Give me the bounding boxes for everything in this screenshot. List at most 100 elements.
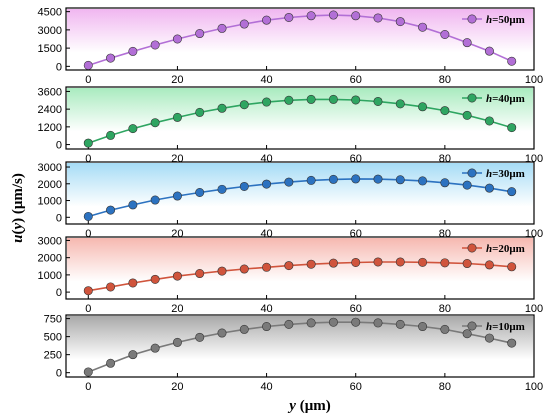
- x-tick-label: 100: [525, 74, 543, 86]
- y-tick-label: 500: [44, 332, 62, 344]
- y-tick-label: 1500: [38, 43, 62, 55]
- data-point: [262, 97, 272, 107]
- data-point: [195, 269, 205, 279]
- data-point: [106, 358, 116, 368]
- data-point: [373, 257, 383, 267]
- x-tick-label: 0: [85, 74, 91, 86]
- data-point: [172, 337, 182, 347]
- legend-marker: [467, 93, 477, 103]
- x-tick-label: 0: [85, 153, 91, 165]
- y-tick-label: 1200: [38, 122, 62, 134]
- data-point: [150, 40, 160, 50]
- data-point: [306, 318, 316, 328]
- data-point: [462, 259, 472, 269]
- x-tick-label: 60: [350, 303, 362, 315]
- data-point: [462, 180, 472, 190]
- data-point: [217, 328, 227, 338]
- x-tick-label: 0: [85, 228, 91, 240]
- data-point: [239, 19, 249, 29]
- data-point: [306, 94, 316, 104]
- data-point: [418, 102, 428, 112]
- data-point: [440, 258, 450, 268]
- data-point: [395, 175, 405, 185]
- data-point: [507, 56, 517, 66]
- x-tick-label: 20: [171, 74, 183, 86]
- y-tick-label: 3600: [38, 86, 62, 98]
- x-tick-label: 100: [525, 381, 543, 393]
- data-point: [328, 94, 338, 104]
- data-point: [395, 257, 405, 267]
- legend-marker: [467, 321, 477, 331]
- data-point: [83, 286, 93, 296]
- data-point: [150, 118, 160, 128]
- data-point: [373, 96, 383, 106]
- y-tick-label: 2400: [38, 104, 62, 116]
- data-point: [239, 181, 249, 191]
- x-tick-label: 0: [85, 381, 91, 393]
- y-tick-label: 0: [56, 212, 62, 224]
- data-point: [284, 12, 294, 22]
- y-tick-label: 1000: [38, 270, 62, 282]
- data-point: [284, 177, 294, 187]
- legend-marker: [467, 243, 477, 253]
- data-point: [418, 257, 428, 267]
- data-point: [462, 329, 472, 339]
- x-tick-label: 80: [439, 381, 451, 393]
- x-axis-label: y (μm): [287, 398, 330, 414]
- legend-marker: [467, 168, 477, 178]
- data-point: [83, 211, 93, 221]
- data-point: [172, 191, 182, 201]
- data-point: [373, 174, 383, 184]
- data-point: [217, 103, 227, 113]
- legend-label: h=20μm: [486, 243, 525, 255]
- data-point: [195, 332, 205, 342]
- panel-frame: [65, 236, 535, 300]
- y-tick-label: 0: [56, 61, 62, 73]
- data-point: [83, 138, 93, 148]
- y-axis-label: u(y) (μm/s): [10, 173, 26, 243]
- panel-frame: [65, 86, 535, 150]
- y-tick-label: 0: [56, 140, 62, 152]
- data-point: [351, 257, 361, 267]
- data-point: [418, 176, 428, 186]
- legend-label: h=40μm: [486, 93, 525, 105]
- data-point: [106, 282, 116, 292]
- data-point: [328, 174, 338, 184]
- data-point: [306, 175, 316, 185]
- x-tick-label: 80: [439, 303, 451, 315]
- y-tick-label: 2000: [38, 253, 62, 265]
- data-point: [284, 95, 294, 105]
- data-point: [150, 343, 160, 353]
- data-point: [484, 333, 494, 343]
- data-point: [418, 22, 428, 32]
- y-tick-label: 3000: [38, 162, 62, 174]
- x-tick-label: 40: [260, 303, 272, 315]
- data-point: [239, 324, 249, 334]
- data-point: [328, 317, 338, 327]
- y-tick-label: 1000: [38, 196, 62, 208]
- data-point: [507, 338, 517, 348]
- data-point: [172, 34, 182, 44]
- panel-h10: 0 250 500 750 0 20 40 60 80 100 h=10μm: [44, 314, 544, 393]
- data-point: [150, 195, 160, 205]
- panel-h50: 0 1500 3000 4500 0 20 40 60 80 100 h=50μm: [38, 7, 544, 86]
- data-point: [484, 260, 494, 270]
- data-point: [262, 15, 272, 25]
- y-tick-label: 750: [44, 314, 62, 326]
- panel-h20: 0 1000 2000 3000 0 20 40 60 80 100 h=20μm: [38, 235, 544, 315]
- x-tick-label: 0: [85, 303, 91, 315]
- data-point: [195, 29, 205, 39]
- data-point: [284, 261, 294, 271]
- data-point: [306, 259, 316, 269]
- data-point: [83, 60, 93, 70]
- data-point: [507, 123, 517, 133]
- data-point: [462, 38, 472, 48]
- data-point: [351, 95, 361, 105]
- data-point: [440, 30, 450, 40]
- data-point: [239, 100, 249, 110]
- panel-frame: [65, 161, 535, 225]
- data-point: [507, 187, 517, 197]
- panel-gradient-band: [67, 9, 533, 53]
- data-point: [106, 130, 116, 140]
